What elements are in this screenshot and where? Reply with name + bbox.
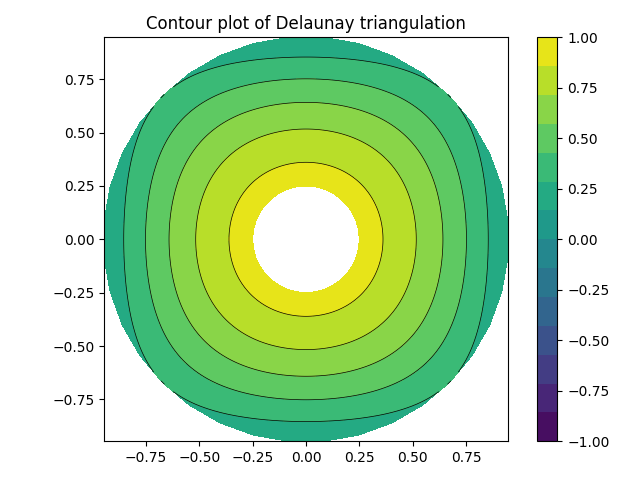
Title: Contour plot of Delaunay triangulation: Contour plot of Delaunay triangulation [146, 15, 466, 33]
